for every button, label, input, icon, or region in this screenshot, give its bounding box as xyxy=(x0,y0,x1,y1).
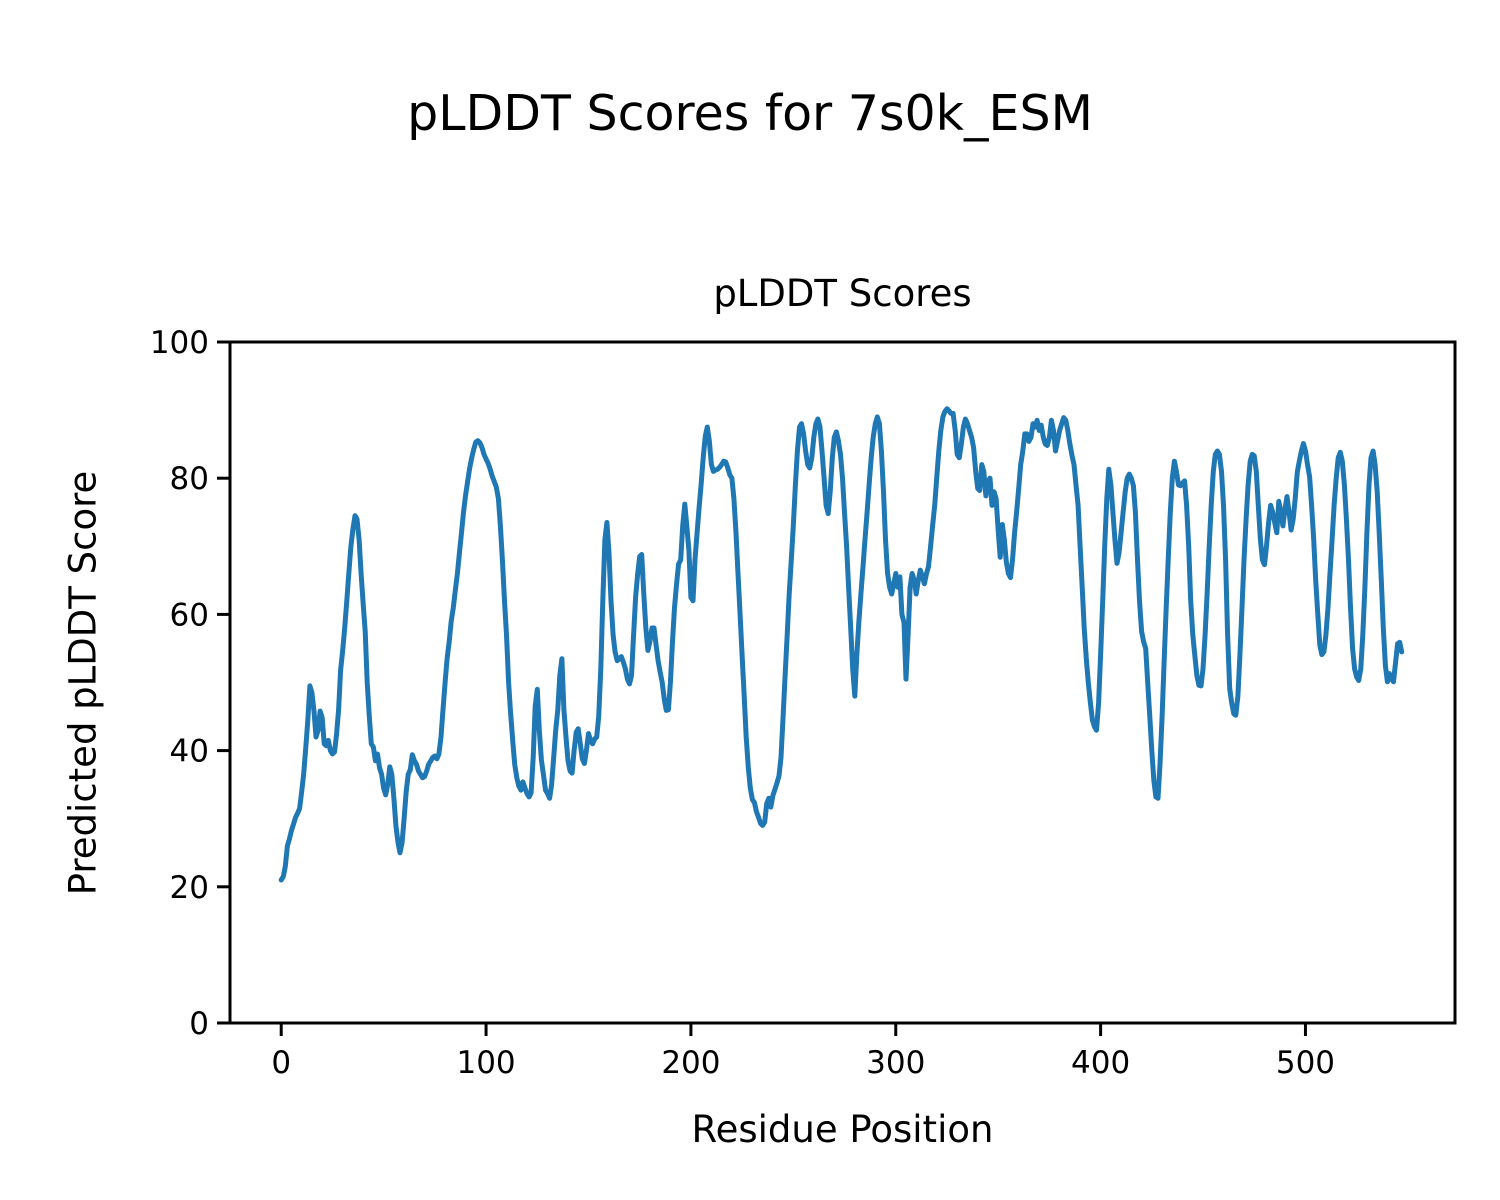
y-tick-label: 20 xyxy=(170,870,209,906)
figure-suptitle: pLDDT Scores for 7s0k_ESM xyxy=(407,85,1093,142)
x-tick-label: 200 xyxy=(661,1045,720,1081)
x-tick-label: 500 xyxy=(1276,1045,1335,1081)
axis-tick-labels: 0 100 200 300 400 500 0 20 40 60 80 100 xyxy=(150,325,1335,1081)
x-tick-label: 0 xyxy=(271,1045,291,1081)
x-tick-label: 400 xyxy=(1071,1045,1130,1081)
plddt-line xyxy=(278,406,1405,883)
y-tick-label: 80 xyxy=(170,461,209,497)
y-tick-label: 40 xyxy=(170,734,209,770)
y-tick-label: 100 xyxy=(150,325,209,361)
axes-title: pLDDT Scores xyxy=(713,272,972,315)
x-tick-label: 300 xyxy=(866,1045,925,1081)
y-tick-label: 0 xyxy=(189,1006,209,1042)
axis-ticks xyxy=(217,340,1307,1036)
y-axis-label: Predicted pLDDT Score xyxy=(61,470,105,896)
y-tick-label: 60 xyxy=(170,597,209,633)
data-series xyxy=(278,406,1405,883)
x-tick-label: 100 xyxy=(456,1045,515,1081)
axes-frame xyxy=(228,340,1457,1025)
x-axis-label: Residue Position xyxy=(691,1108,994,1151)
